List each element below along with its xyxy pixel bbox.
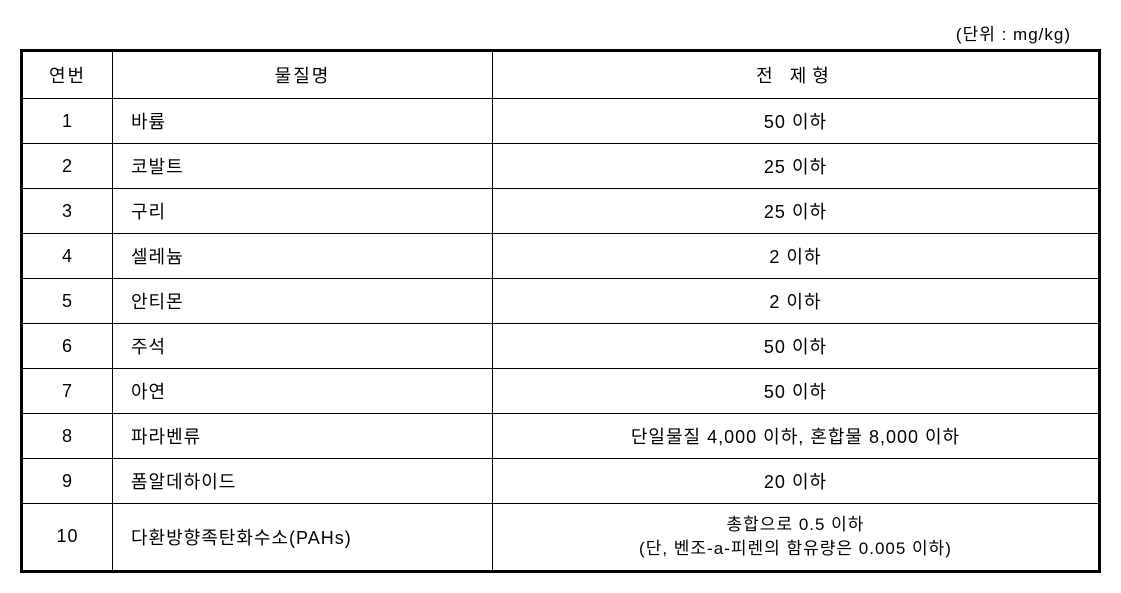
cell-limit: 20 이하 <box>493 459 1099 504</box>
table-body: 1 바륨 50 이하 2 코발트 25 이하 3 구리 25 이하 4 셀레늄 <box>23 99 1099 571</box>
cell-num: 4 <box>23 234 113 279</box>
cell-name: 다환방향족탄화수소(PAHs) <box>113 504 493 571</box>
cell-limit: 25 이하 <box>493 189 1099 234</box>
header-limit: 전 제형 <box>493 52 1099 99</box>
cell-limit: 50 이하 <box>493 324 1099 369</box>
cell-num: 8 <box>23 414 113 459</box>
cell-limit: 단일물질 4,000 이하, 혼합물 8,000 이하 <box>493 414 1099 459</box>
table-row: 5 안티몬 2 이하 <box>23 279 1099 324</box>
cell-limit: 50 이하 <box>493 99 1099 144</box>
cell-num: 7 <box>23 369 113 414</box>
cell-num: 1 <box>23 99 113 144</box>
header-name: 물질명 <box>113 52 493 99</box>
cell-name: 아연 <box>113 369 493 414</box>
cell-num: 6 <box>23 324 113 369</box>
cell-name: 주석 <box>113 324 493 369</box>
cell-name: 셀레늄 <box>113 234 493 279</box>
table-row: 4 셀레늄 2 이하 <box>23 234 1099 279</box>
table-row: 9 폼알데하이드 20 이하 <box>23 459 1099 504</box>
table-wrapper: 연번 물질명 전 제형 1 바륨 50 이하 2 코발트 25 이하 3 <box>20 49 1101 573</box>
cell-name: 코발트 <box>113 144 493 189</box>
cell-name: 폼알데하이드 <box>113 459 493 504</box>
cell-name: 구리 <box>113 189 493 234</box>
unit-label: (단위 : mg/kg) <box>20 20 1101 45</box>
table-row: 6 주석 50 이하 <box>23 324 1099 369</box>
table-row: 3 구리 25 이하 <box>23 189 1099 234</box>
table-row: 10 다환방향족탄화수소(PAHs) 총합으로 0.5 이하 (단, 벤조-a-… <box>23 504 1099 571</box>
cell-name: 파라벤류 <box>113 414 493 459</box>
cell-limit: 25 이하 <box>493 144 1099 189</box>
table-container: (단위 : mg/kg) 연번 물질명 전 제형 1 바륨 50 이하 2 코발… <box>20 20 1101 573</box>
header-num: 연번 <box>23 52 113 99</box>
limit-main: 총합으로 0.5 이하 <box>503 513 1088 537</box>
cell-num: 10 <box>23 504 113 571</box>
table-header-row: 연번 물질명 전 제형 <box>23 52 1099 99</box>
cell-limit: 2 이하 <box>493 279 1099 324</box>
cell-limit: 총합으로 0.5 이하 (단, 벤조-a-피렌의 함유량은 0.005 이하) <box>493 504 1099 571</box>
table-row: 1 바륨 50 이하 <box>23 99 1099 144</box>
table-row: 8 파라벤류 단일물질 4,000 이하, 혼합물 8,000 이하 <box>23 414 1099 459</box>
table-row: 7 아연 50 이하 <box>23 369 1099 414</box>
cell-num: 9 <box>23 459 113 504</box>
cell-limit: 50 이하 <box>493 369 1099 414</box>
cell-limit: 2 이하 <box>493 234 1099 279</box>
limit-sub: (단, 벤조-a-피렌의 함유량은 0.005 이하) <box>503 537 1088 561</box>
cell-num: 5 <box>23 279 113 324</box>
table-row: 2 코발트 25 이하 <box>23 144 1099 189</box>
substance-limit-table: 연번 물질명 전 제형 1 바륨 50 이하 2 코발트 25 이하 3 <box>22 51 1099 571</box>
cell-num: 2 <box>23 144 113 189</box>
cell-num: 3 <box>23 189 113 234</box>
cell-name: 안티몬 <box>113 279 493 324</box>
cell-name: 바륨 <box>113 99 493 144</box>
